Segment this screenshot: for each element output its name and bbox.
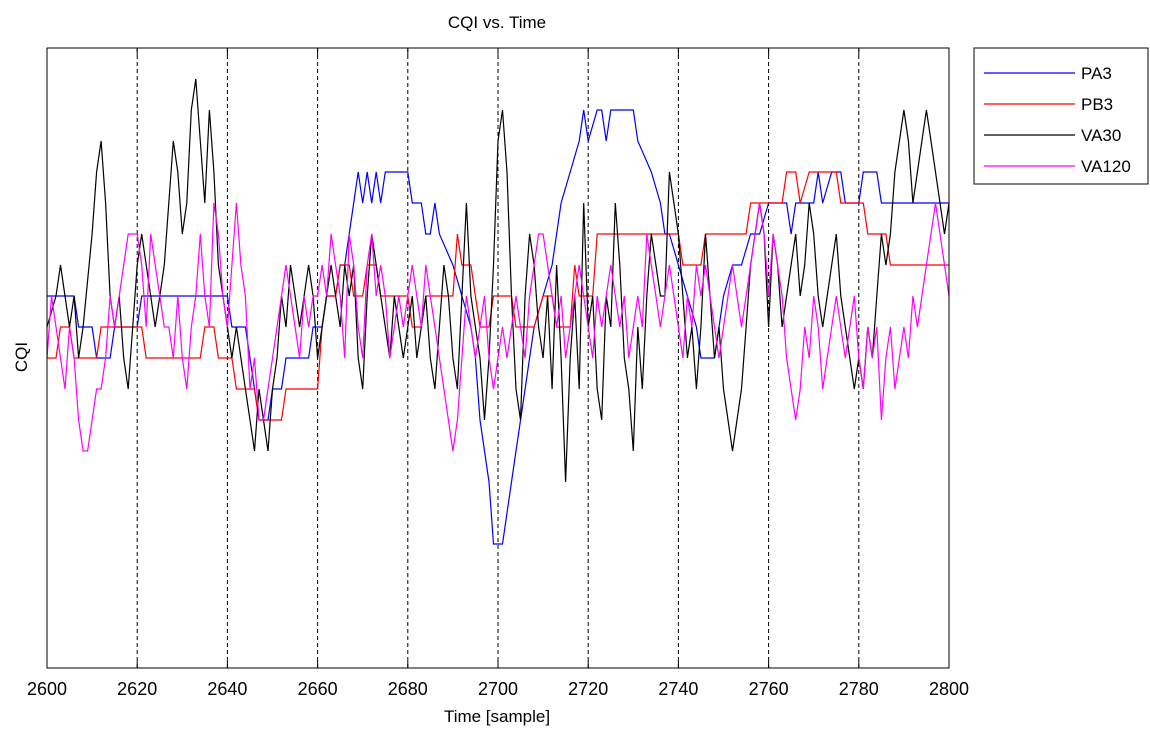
legend: PA3 PB3 VA30 VA120	[973, 47, 1149, 185]
x-tick-label-2760: 2760	[749, 679, 789, 699]
x-tick-label-2600: 2600	[27, 679, 67, 699]
x-tick-label-2720: 2720	[568, 679, 608, 699]
series-line-va30	[46, 78, 950, 483]
legend-label-va120: VA120	[1081, 157, 1131, 176]
legend-label-pa3: PA3	[1081, 64, 1112, 83]
chart-title: CQI vs. Time	[448, 13, 546, 32]
x-tick-label-2800: 2800	[929, 679, 969, 699]
x-tick-label-2780: 2780	[839, 679, 879, 699]
x-tick-label-2740: 2740	[658, 679, 698, 699]
legend-label-va30: VA30	[1081, 126, 1121, 145]
series-line-va120	[46, 202, 950, 452]
x-tick-label-2620: 2620	[117, 679, 157, 699]
legend-label-pb3: PB3	[1081, 95, 1113, 114]
x-tick-label-2680: 2680	[388, 679, 428, 699]
legend-box	[973, 47, 1149, 185]
y-axis-label: CQI	[12, 342, 31, 372]
series-lines	[46, 78, 950, 545]
x-tick-label-2660: 2660	[298, 679, 338, 699]
series-line-pb3	[47, 171, 949, 421]
x-tick-label-2700: 2700	[478, 679, 518, 699]
x-tick-label-2640: 2640	[207, 679, 247, 699]
x-axis-label: Time [sample]	[444, 707, 550, 726]
x-axis-ticks: 2600 2620 2640 2660 2680 2700 2720 2740 2760 2780…	[27, 48, 969, 699]
